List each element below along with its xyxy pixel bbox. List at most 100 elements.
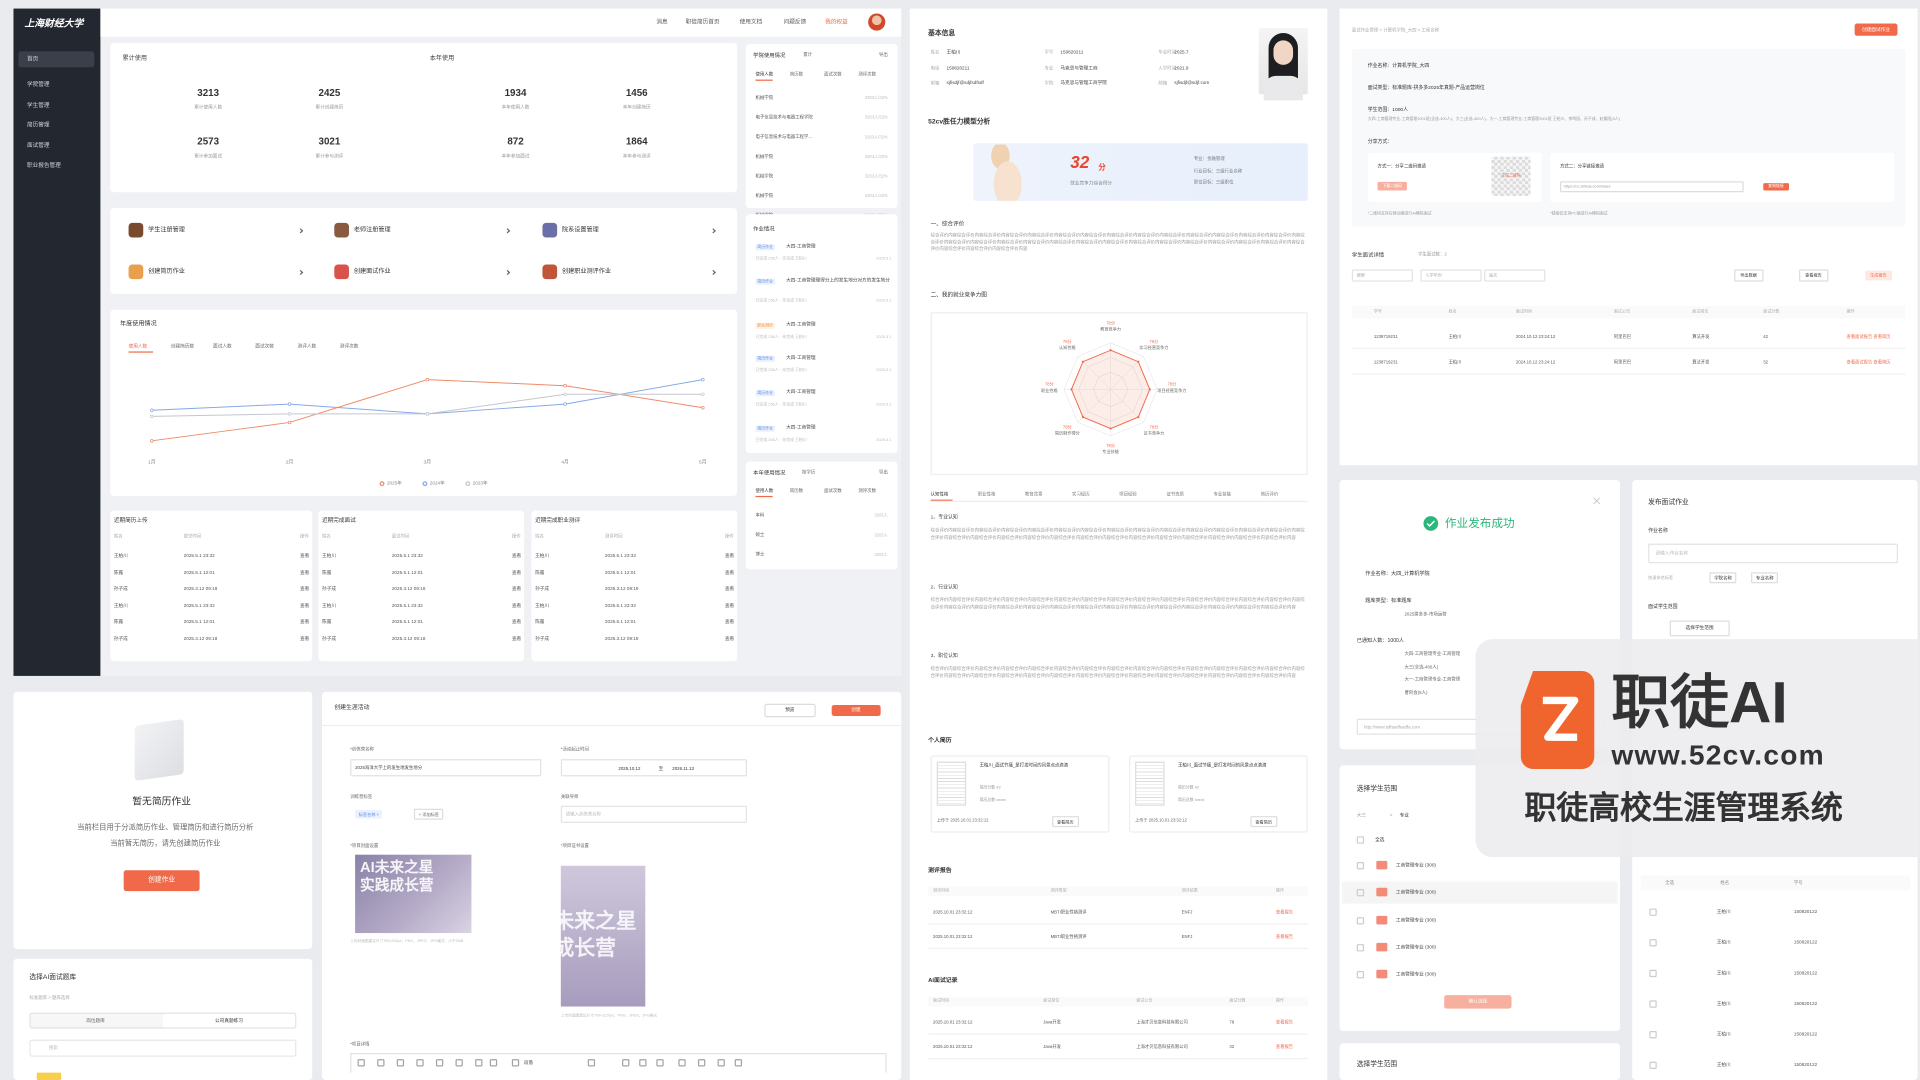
tab[interactable]: 面试次数 xyxy=(824,488,842,494)
table-cell[interactable]: 查看 xyxy=(511,586,522,592)
table-cell[interactable]: 查看 xyxy=(300,586,310,592)
action-button[interactable]: 生成报告 xyxy=(1865,270,1892,281)
checkbox[interactable] xyxy=(1649,1000,1657,1008)
filter-input[interactable] xyxy=(1484,269,1546,282)
checkbox[interactable] xyxy=(1649,1031,1657,1039)
checkbox[interactable] xyxy=(1649,939,1657,947)
report-tab[interactable]: 简历评价 xyxy=(1260,492,1279,497)
report-tab[interactable]: 教育背景 xyxy=(1024,492,1043,497)
checkbox[interactable] xyxy=(1356,943,1365,952)
assignment-title[interactable]: 大四-工商管理 xyxy=(786,424,816,430)
report-tab[interactable]: 认知性格 xyxy=(930,492,949,497)
tab[interactable]: 使用人数 xyxy=(755,72,774,77)
checkbox[interactable] xyxy=(1356,889,1365,897)
primary-button[interactable]: 创建面试作业 xyxy=(1854,23,1898,36)
filter[interactable]: 累计 xyxy=(803,52,813,58)
primary-button[interactable]: 确认选择 xyxy=(1444,995,1512,1009)
checkbox[interactable] xyxy=(1649,908,1657,916)
qr-button[interactable]: 生成二维码 xyxy=(1501,172,1521,178)
table-cell[interactable]: 查看报告 xyxy=(1275,934,1294,940)
input[interactable] xyxy=(350,759,542,777)
menu-item[interactable]: 面试管理 xyxy=(26,141,50,148)
checkbox[interactable] xyxy=(1356,916,1365,924)
assignment-title[interactable]: 大四-工商管理 xyxy=(786,243,816,249)
toolbar-icon[interactable] xyxy=(357,1059,365,1067)
menu-item[interactable]: 首页 xyxy=(26,55,39,62)
export[interactable]: 导出 xyxy=(878,52,888,58)
add-tag[interactable]: + 添加标签 xyxy=(413,808,444,820)
checkbox[interactable] xyxy=(1356,862,1365,870)
primary-button[interactable]: 创建 xyxy=(831,704,881,716)
scope-item[interactable]: 工商管理专业 (300) xyxy=(1395,944,1436,950)
toolbar-icon[interactable] xyxy=(656,1059,664,1067)
toolbar-icon[interactable] xyxy=(697,1059,706,1067)
toolbar-icon[interactable] xyxy=(511,1059,520,1067)
nav-link[interactable]: 消息 xyxy=(656,18,668,25)
shortcut-label[interactable]: 创建职业测评作业 xyxy=(562,268,612,276)
tab[interactable]: 使用人数 xyxy=(755,488,774,494)
toolbar-icon[interactable] xyxy=(416,1059,424,1067)
table-cell[interactable]: 查看 xyxy=(724,569,735,575)
shortcut-label[interactable]: 创建面试作业 xyxy=(353,268,391,276)
toolbar-icon[interactable] xyxy=(587,1059,596,1067)
tag[interactable]: 标签名称 × xyxy=(355,809,383,819)
chart-tab[interactable]: 面试人数 xyxy=(213,343,232,349)
action-button[interactable]: 查看报告 xyxy=(1799,269,1828,282)
toolbar-icon[interactable] xyxy=(396,1059,405,1067)
bank-tab[interactable]: 公司真题练习 xyxy=(215,1017,243,1023)
menu-item[interactable]: 简历管理 xyxy=(26,121,50,128)
secondary-button[interactable]: 选择学生范围 xyxy=(1669,620,1730,636)
table-cell[interactable]: 查看报告 xyxy=(1275,1019,1294,1025)
report-tab[interactable]: 实习经历 xyxy=(1072,492,1090,497)
tab[interactable]: 面试次数 xyxy=(824,72,842,77)
filter-input[interactable] xyxy=(1351,269,1414,282)
report-tab[interactable]: 项目经验 xyxy=(1119,492,1137,497)
table-cell[interactable]: 查看 xyxy=(511,619,522,625)
toolbar-icon[interactable] xyxy=(678,1059,686,1067)
table-cell[interactable]: 查看面试报告 查看简历 xyxy=(1846,334,1891,340)
filter[interactable]: 按学历 xyxy=(802,470,816,475)
table-cell[interactable]: 查看面试报告 查看简历 xyxy=(1846,359,1891,365)
qr-download[interactable]: 下载二维码 xyxy=(1377,181,1407,191)
checkbox[interactable] xyxy=(1649,969,1657,978)
toolbar-icon[interactable] xyxy=(489,1059,498,1067)
checkbox[interactable] xyxy=(1356,836,1365,844)
tab[interactable]: 简历数 xyxy=(789,488,803,494)
table-cell[interactable]: 查看 xyxy=(511,569,522,575)
table-cell[interactable]: 查看 xyxy=(300,635,310,641)
shortcut-label[interactable]: 学生注册管理 xyxy=(148,226,185,234)
table-cell[interactable]: 查看 xyxy=(511,553,522,559)
assignment-title[interactable]: 大四-工商管理 xyxy=(786,322,816,327)
tab[interactable]: 测评次数 xyxy=(858,488,876,494)
scope-crumb[interactable]: 专业 xyxy=(1399,812,1409,818)
table-cell[interactable]: 查看 xyxy=(300,553,310,559)
toolbar-icon[interactable] xyxy=(717,1059,725,1067)
chart-tab[interactable]: 面试次数 xyxy=(255,343,274,349)
tab[interactable]: 简历数 xyxy=(789,72,803,77)
copy-button[interactable]: 复制链接 xyxy=(1763,182,1789,191)
toolbar-icon[interactable] xyxy=(455,1059,463,1067)
nav-link[interactable]: 问题反馈 xyxy=(783,18,807,25)
shortcut-label[interactable]: 老师注册管理 xyxy=(353,226,391,234)
quick-tag[interactable]: 专业名称 xyxy=(1751,572,1779,584)
toolbar-icon[interactable] xyxy=(622,1059,630,1067)
nav-link[interactable]: 职徒简历首页 xyxy=(685,18,720,25)
table-cell[interactable]: 查看 xyxy=(724,619,735,625)
tab[interactable]: 测评次数 xyxy=(858,72,876,77)
assignment-title[interactable]: 大四-工商管理 xyxy=(786,355,816,361)
scope-item[interactable]: 工商管理专业 (300) xyxy=(1395,890,1436,896)
input[interactable] xyxy=(1648,543,1898,564)
toolbar-icon[interactable] xyxy=(639,1059,647,1067)
chart-tab[interactable]: 创建简历数 xyxy=(170,343,195,349)
shortcut-label[interactable]: 创建简历作业 xyxy=(148,268,185,276)
chart-tab[interactable]: 测评次数 xyxy=(339,343,359,349)
menu-item[interactable]: 学生管理 xyxy=(26,101,50,108)
chart-tab[interactable]: 测评人数 xyxy=(297,343,317,349)
report-tab[interactable]: 证书资质 xyxy=(1166,492,1184,497)
avatar[interactable] xyxy=(868,13,886,31)
nav-link[interactable]: 使用文档 xyxy=(739,18,763,25)
table-cell[interactable]: 查看 xyxy=(724,553,735,559)
chart-tab[interactable]: 使用人数 xyxy=(128,343,148,349)
table-cell[interactable]: 查看 xyxy=(724,602,735,608)
filter-input[interactable] xyxy=(1420,269,1482,282)
